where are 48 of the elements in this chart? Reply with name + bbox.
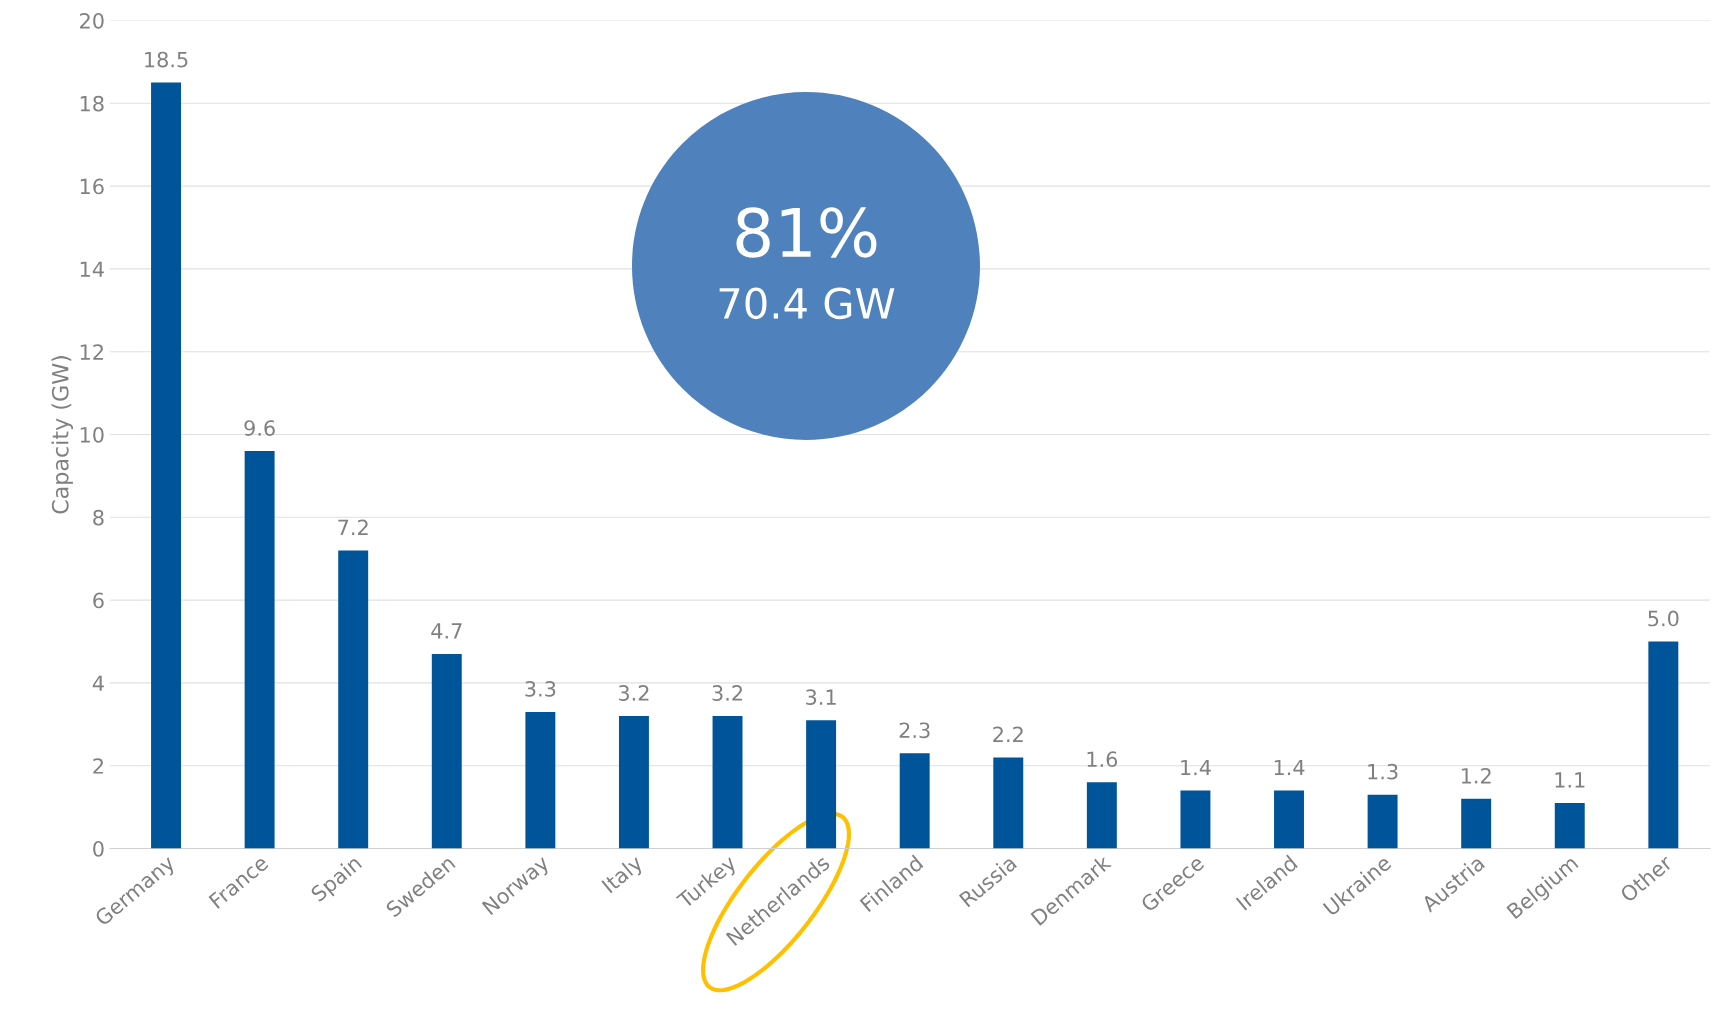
data-label: 1.1 [1555,772,1585,788]
data-label: 1.3 [1368,763,1398,780]
y-tick-label: 10 [80,426,104,443]
y-tick-label: 6 [93,592,104,609]
data-label: 18.5 [145,51,188,68]
data-label: 2.2 [993,726,1023,742]
data-label: 5.0 [1648,610,1679,627]
bar [1461,798,1492,849]
bar [1274,790,1304,849]
y-tick-label: 8 [93,509,104,526]
data-label: 1.2 [1461,767,1491,784]
data-label: 1.6 [1087,751,1118,768]
data-label: 1.4 [1274,759,1305,776]
data-label: 7.2 [338,519,368,535]
y-tick-label: 0 [93,840,104,857]
annotation: 70.4 GW [719,287,895,320]
data-label: 4.7 [431,623,462,639]
bar [1367,794,1398,849]
annotation: 81% [736,207,877,258]
bar [1086,782,1117,849]
y-tick-label: 14 [80,261,104,277]
bar [151,82,182,849]
y-tick-label: 12 [80,344,103,360]
bar [993,757,1024,849]
data-label: 3.2 [618,685,649,701]
data-label: 3.1 [806,689,836,706]
data-label: 1.4 [1181,759,1211,776]
bar [712,716,743,849]
y-axis-title: Capacity (GW) [51,356,73,514]
bar [1648,641,1679,849]
y-tick-label: 4 [92,675,104,691]
data-label: 2.3 [899,722,930,739]
bar [1554,802,1585,849]
y-tick-label: 2 [93,758,103,774]
data-label: 3.2 [712,685,743,701]
bar [899,753,930,849]
bar [431,653,462,849]
bar [244,451,275,849]
bar [806,720,837,849]
y-tick-label: 20 [80,12,104,29]
bar [1180,790,1211,849]
bar [338,550,369,849]
y-tick-label: 18 [80,95,104,112]
bar [525,711,556,849]
y-tick-label: 16 [80,178,104,195]
bar [618,716,649,849]
data-label: 9.6 [244,420,275,436]
data-label: 3.3 [525,680,556,697]
